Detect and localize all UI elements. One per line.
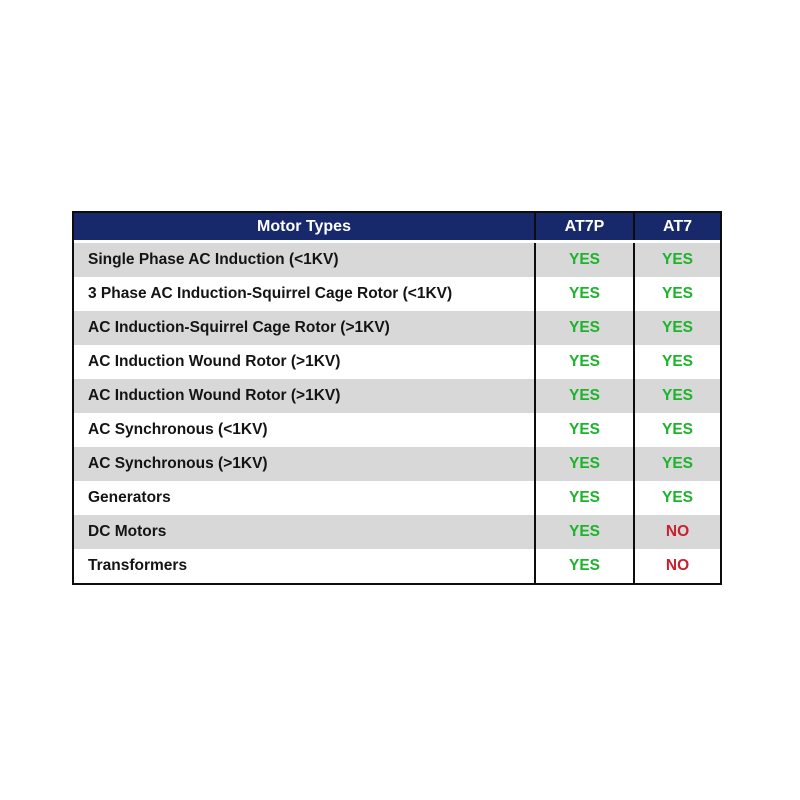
at7p-value: YES — [534, 379, 633, 413]
at7-value: NO — [633, 549, 720, 583]
at7-value: YES — [633, 243, 720, 277]
motor-type-label: Single Phase AC Induction (<1KV) — [88, 251, 339, 268]
at7p-value: YES — [534, 345, 633, 379]
at7-value: NO — [633, 515, 720, 549]
motor-type-label: DC Motors — [88, 523, 167, 540]
table-header-row: Motor Types AT7P AT7 — [74, 213, 720, 243]
at7p-value: YES — [534, 447, 633, 481]
table-row: AC Synchronous (<1KV) YES YES — [74, 413, 720, 447]
table-row: AC Induction-Squirrel Cage Rotor (>1KV) … — [74, 311, 720, 345]
motor-type-label: AC Synchronous (<1KV) — [88, 421, 268, 438]
table-row: Transformers YES NO — [74, 549, 720, 583]
at7p-value: YES — [534, 311, 633, 345]
motor-type-label: AC Induction-Squirrel Cage Rotor (>1KV) — [88, 319, 390, 336]
table-row: Single Phase AC Induction (<1KV) YES YES — [74, 243, 720, 277]
at7p-value: YES — [534, 413, 633, 447]
table-body: Single Phase AC Induction (<1KV) YES YES… — [74, 243, 720, 583]
table-row: AC Synchronous (>1KV) YES YES — [74, 447, 720, 481]
motor-type-label: 3 Phase AC Induction-Squirrel Cage Rotor… — [88, 285, 453, 302]
at7-value: YES — [633, 481, 720, 515]
header-at7: AT7 — [633, 213, 720, 240]
at7p-value: YES — [534, 277, 633, 311]
table-row: AC Induction Wound Rotor (>1KV) YES YES — [74, 379, 720, 413]
motor-type-label: AC Induction Wound Rotor (>1KV) — [88, 353, 341, 370]
at7p-value: YES — [534, 243, 633, 277]
at7-value: YES — [633, 311, 720, 345]
motor-type-label: Generators — [88, 489, 171, 506]
table-row: DC Motors YES NO — [74, 515, 720, 549]
table-row: AC Induction Wound Rotor (>1KV) YES YES — [74, 345, 720, 379]
motor-type-label: Transformers — [88, 557, 188, 574]
header-at7p: AT7P — [534, 213, 633, 240]
at7p-value: YES — [534, 515, 633, 549]
at7-value: YES — [633, 413, 720, 447]
table-row: Generators YES YES — [74, 481, 720, 515]
at7-value: YES — [633, 379, 720, 413]
at7p-value: YES — [534, 481, 633, 515]
at7-value: YES — [633, 345, 720, 379]
table-row: 3 Phase AC Induction-Squirrel Cage Rotor… — [74, 277, 720, 311]
at7-value: YES — [633, 277, 720, 311]
at7p-value: YES — [534, 549, 633, 583]
header-motor-types: Motor Types — [257, 217, 351, 235]
motor-comparison-table: Motor Types AT7P AT7 Single Phase AC Ind… — [72, 211, 722, 585]
motor-type-label: AC Induction Wound Rotor (>1KV) — [88, 387, 341, 404]
at7-value: YES — [633, 447, 720, 481]
motor-type-label: AC Synchronous (>1KV) — [88, 455, 268, 472]
